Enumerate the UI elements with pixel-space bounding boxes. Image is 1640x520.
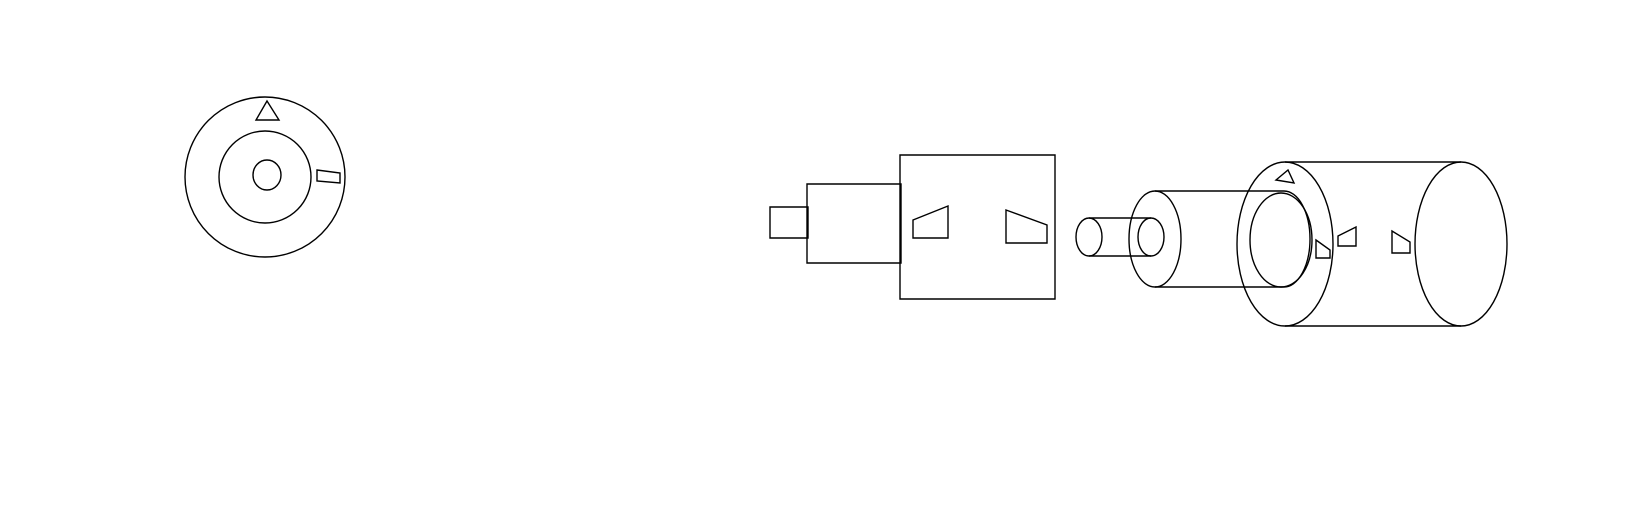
wedge-marker-3 (1392, 231, 1410, 253)
end-view (185, 97, 345, 257)
large-cylinder-back-face (1415, 162, 1507, 326)
end-view-inner-ring (219, 131, 311, 223)
small-cylinder-front-face (1076, 218, 1102, 256)
small-cylinder (1076, 218, 1164, 256)
wedge-marker-2 (1338, 227, 1356, 246)
end-view-triangle-marker (256, 101, 279, 120)
large-cylinder-bore (1250, 193, 1312, 287)
shaft-right-wedge (1006, 210, 1047, 243)
shaft-large-body (900, 155, 1055, 299)
end-view-center-hole (253, 160, 281, 190)
exploded-markers (1276, 170, 1410, 258)
large-cylinder (1237, 162, 1507, 326)
shaft-left-wedge (913, 206, 948, 238)
wedge-marker-1 (1316, 240, 1330, 258)
side-view-stepped-shaft (770, 155, 1055, 299)
medium-cylinder (1129, 191, 1310, 287)
shaft-small-pin (770, 207, 808, 238)
shaft-middle-step (807, 184, 901, 263)
small-cylinder-back-face (1138, 218, 1164, 256)
exploded-cylinders (1076, 162, 1507, 326)
triangle-marker (1276, 170, 1294, 183)
medium-cylinder-back-arc (1284, 191, 1310, 287)
end-view-side-marker (317, 170, 340, 183)
large-cylinder-front-face (1237, 162, 1333, 326)
end-view-outer-ring (185, 97, 345, 257)
medium-cylinder-front-face (1129, 191, 1181, 287)
